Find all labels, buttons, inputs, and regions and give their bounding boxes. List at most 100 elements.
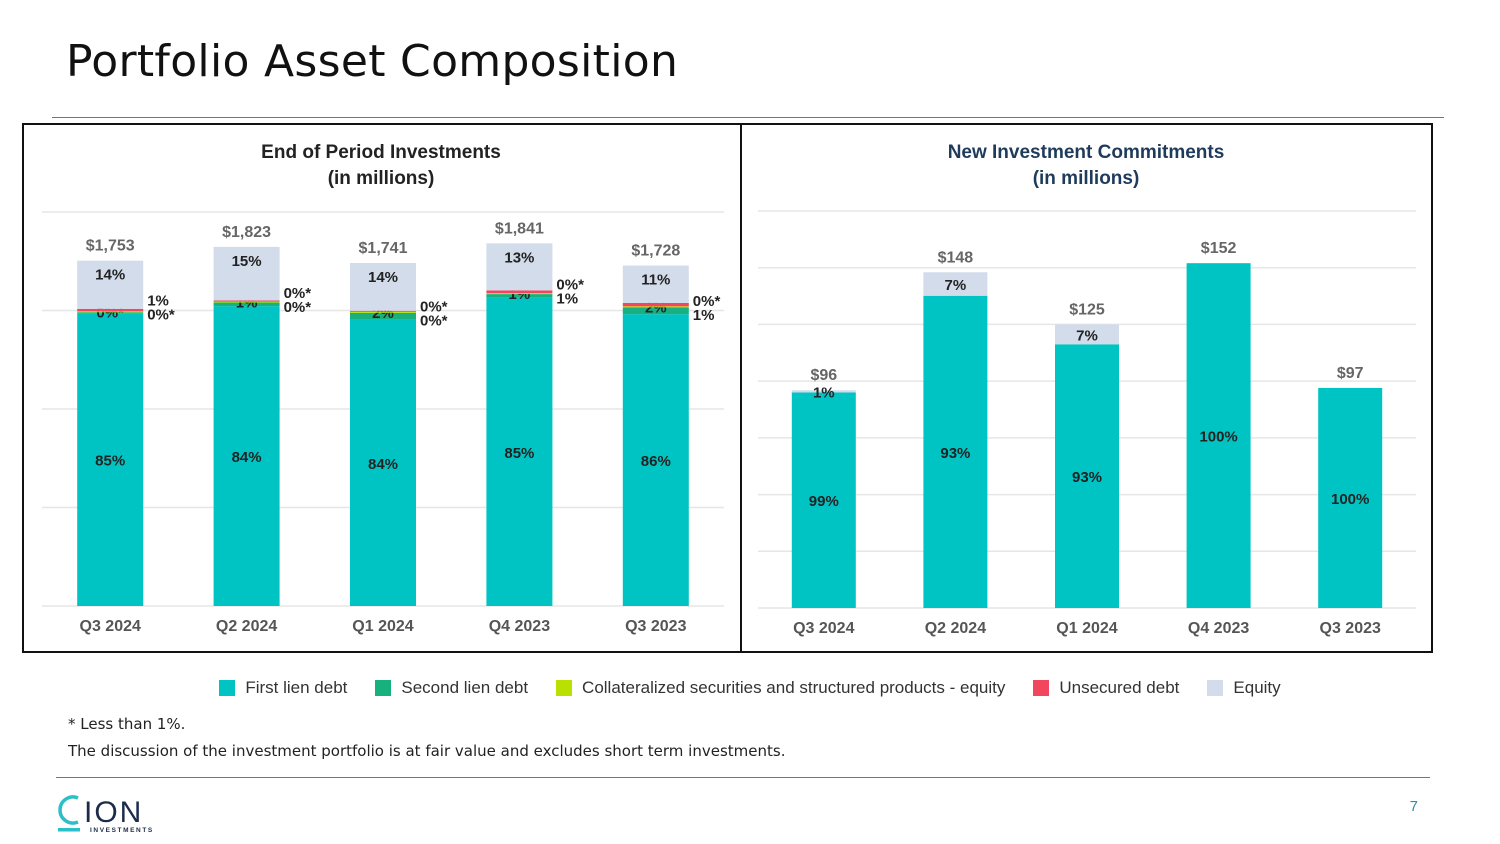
bar-segment-first-lien-debt <box>486 297 553 606</box>
side-label: 1% <box>693 307 715 324</box>
x-tick-label: Q3 2023 <box>625 618 686 635</box>
bar-segment-collateralized-securities-and-structured-products-equity <box>622 306 689 308</box>
legend-first-lien: First lien debt <box>219 678 347 698</box>
data-label: 100% <box>1199 429 1237 446</box>
bar-segment-equity <box>213 246 280 301</box>
bar-segment-collateralized-securities-and-structured-products-equity <box>77 311 144 313</box>
data-label: 15% <box>232 253 262 270</box>
x-tick-label: Q3 2024 <box>793 620 854 637</box>
legend: First lien debt Second lien debt Collate… <box>0 678 1500 698</box>
cion-logo: ION INVESTMENTS <box>56 792 166 841</box>
data-label: 14% <box>368 269 398 286</box>
legend-label: Equity <box>1233 678 1281 697</box>
disclaimer: The discussion of the investment portfol… <box>68 742 786 760</box>
x-tick-label: Q3 2023 <box>1320 620 1381 637</box>
bar-segment-equity <box>923 272 988 296</box>
bar-segment-equity <box>486 243 553 291</box>
bar-segment-unsecured-debt <box>77 308 144 312</box>
bar-segment-unsecured-debt <box>486 290 553 294</box>
footer-divider <box>56 777 1430 778</box>
legend-swatch <box>375 680 392 696</box>
data-label: 100% <box>1331 491 1369 508</box>
data-label: 85% <box>95 453 125 470</box>
legend-second-lien: Second lien debt <box>375 678 528 698</box>
legend-swatch <box>556 680 573 696</box>
data-label: 84% <box>232 449 262 466</box>
chart-title: New Investment Commitments <box>948 142 1225 163</box>
side-label: 1% <box>556 291 578 308</box>
total-label: $1,823 <box>222 224 271 241</box>
side-label: 0%* <box>284 299 312 316</box>
total-label: $96 <box>810 367 837 384</box>
bar-segment-first-lien-debt <box>1055 344 1119 608</box>
total-label: $97 <box>1337 365 1364 382</box>
bar-segment-second-lien-debt <box>213 302 280 307</box>
chart-subtitle: (in millions) <box>328 168 435 189</box>
legend-equity: Equity <box>1207 678 1281 698</box>
side-label: 0%* <box>420 313 448 330</box>
data-label: 7% <box>1076 327 1098 344</box>
data-label: 85% <box>504 445 534 462</box>
legend-swatch <box>219 680 236 696</box>
bar-segment-unsecured-debt <box>622 302 689 307</box>
new-investment-commitments-chart: New Investment Commitments (in millions) 9… <box>758 142 1416 637</box>
x-tick-label: Q1 2024 <box>1056 620 1117 637</box>
side-label: 0%* <box>693 293 721 310</box>
data-label: 14% <box>95 267 125 284</box>
bar-segment-equity <box>1055 324 1119 345</box>
bar-segment-first-lien-debt <box>791 392 856 608</box>
bar-segment-first-lien-debt <box>923 295 988 608</box>
total-label: $1,753 <box>86 238 135 255</box>
legend-swatch <box>1033 680 1050 696</box>
left-chart-panel: End of Period Investments (in millions) 85… <box>22 123 742 653</box>
right-chart-panel: New Investment Commitments (in millions) 9… <box>740 123 1433 653</box>
x-tick-label: Q2 2024 <box>216 618 277 635</box>
total-label: $152 <box>1201 240 1237 257</box>
x-tick-label: Q4 2023 <box>1188 620 1249 637</box>
bar-segment-second-lien-debt <box>77 312 144 314</box>
legend-csp: Collateralized securities and structured… <box>556 678 1005 698</box>
bar-segment-first-lien-debt <box>1186 263 1251 608</box>
bar-segment-first-lien-debt <box>350 319 416 606</box>
total-label: $125 <box>1069 301 1105 318</box>
chart-title: End of Period Investments <box>261 142 501 163</box>
x-tick-label: Q2 2024 <box>925 620 986 637</box>
total-label: $1,841 <box>495 220 544 237</box>
title-divider <box>52 117 1444 118</box>
legend-label: Unsecured debt <box>1059 678 1180 697</box>
bar-segment-equity <box>622 265 689 303</box>
x-tick-label: Q4 2023 <box>489 618 550 635</box>
legend-label: Collateralized securities and structured… <box>582 678 1006 697</box>
chart-subtitle: (in millions) <box>1033 168 1140 189</box>
bar-segment-second-lien-debt <box>486 294 553 298</box>
x-tick-label: Q1 2024 <box>352 618 413 635</box>
bar-segment-first-lien-debt <box>213 306 280 606</box>
data-label: 93% <box>1072 469 1102 486</box>
total-label: $1,741 <box>359 240 408 257</box>
bar-segment-unsecured-debt <box>213 300 280 302</box>
side-label: 0%* <box>147 306 175 323</box>
bar-segment-equity <box>791 390 856 393</box>
data-label: 86% <box>641 453 671 470</box>
side-label: 0%* <box>284 285 312 302</box>
end-of-period-investments-chart: End of Period Investments (in millions) 85… <box>42 142 724 635</box>
x-tick-label: Q3 2024 <box>80 618 141 635</box>
data-label: 99% <box>809 493 839 510</box>
bar-segment-collateralized-securities-and-structured-products-equity <box>350 311 416 313</box>
data-label: 84% <box>368 456 398 473</box>
total-label: $1,728 <box>631 243 680 260</box>
data-label: 93% <box>940 445 970 462</box>
bar-segment-equity <box>77 260 144 309</box>
bar-segment-collateralized-securities-and-structured-products-equity <box>486 293 553 295</box>
page-number: 7 <box>1409 798 1418 815</box>
legend-swatch <box>1207 680 1224 696</box>
data-label: 1% <box>813 384 835 401</box>
legend-unsecured: Unsecured debt <box>1033 678 1179 698</box>
side-label: 0%* <box>420 299 448 316</box>
data-label: 7% <box>945 277 967 294</box>
bar-segment-unsecured-debt <box>350 310 416 312</box>
data-label: 13% <box>504 249 534 266</box>
bar-segment-first-lien-debt <box>1318 387 1383 608</box>
side-label: 1% <box>147 292 169 309</box>
